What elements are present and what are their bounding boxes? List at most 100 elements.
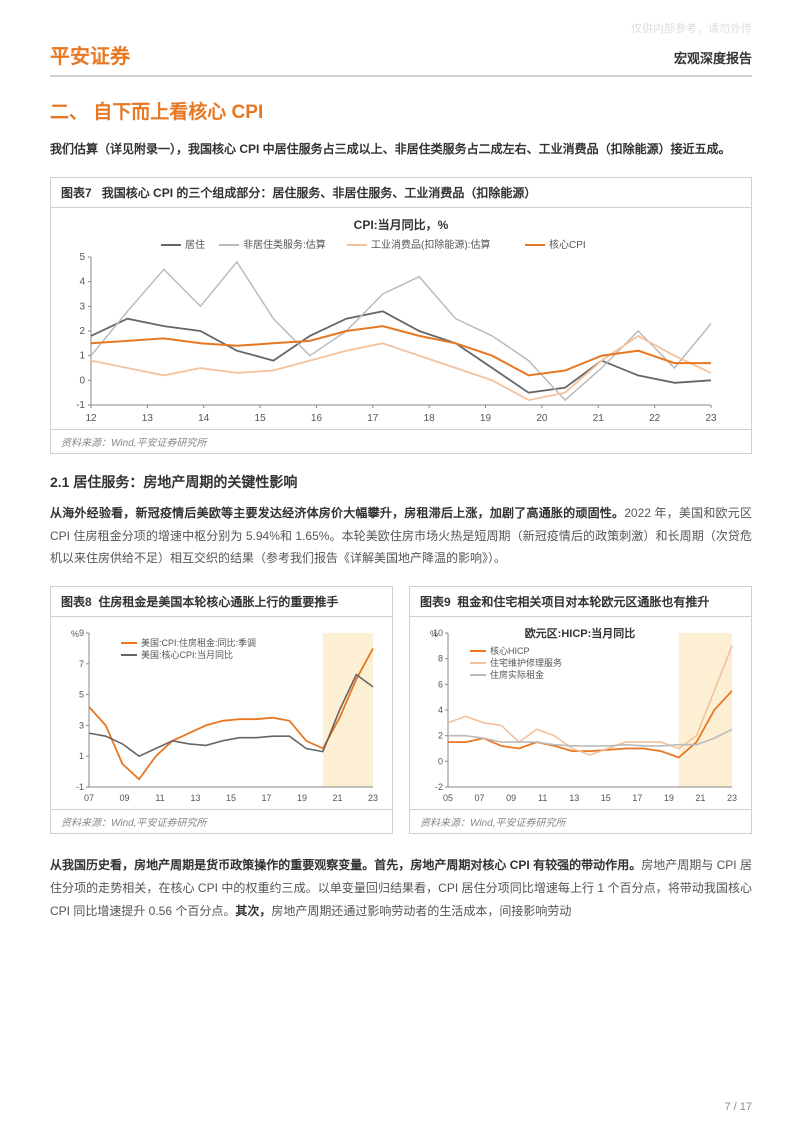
- page-number: 7 / 17: [724, 1101, 752, 1113]
- chart8-col: 图表8 住房租金是美国本轮核心通胀上行的重要推手 -113579%0709111…: [50, 586, 393, 838]
- svg-text:23: 23: [727, 793, 737, 803]
- svg-text:12: 12: [85, 413, 97, 424]
- chart7-header: 图表7 我国核心 CPI 的三个组成部分：居住服务、非居住服务、工业消费品（扣除…: [51, 178, 751, 208]
- svg-text:住房实际租金: 住房实际租金: [490, 669, 544, 680]
- chart9-svg: -20246810%05070911131517192123核心HICP住宅维护…: [420, 625, 740, 805]
- section-title: 二、 自下而上看核心 CPI: [50, 97, 752, 124]
- svg-text:15: 15: [255, 413, 267, 424]
- svg-text:16: 16: [311, 413, 323, 424]
- svg-text:3: 3: [79, 721, 84, 731]
- svg-text:欧元区:HICP:当月同比: 欧元区:HICP:当月同比: [525, 626, 636, 640]
- svg-text:7: 7: [79, 659, 84, 669]
- svg-text:21: 21: [593, 413, 605, 424]
- subsection-2-1: 2.1 居住服务：房地产周期的关键性影响: [50, 472, 752, 492]
- svg-text:-2: -2: [435, 782, 443, 792]
- document-type: 宏观深度报告: [674, 48, 752, 67]
- para-2-1-bold: 从海外经验看，新冠疫情后美欧等主要发达经济体房价大幅攀升，房租滞后上涨，加剧了高…: [50, 506, 624, 520]
- svg-text:%: %: [430, 629, 438, 639]
- para-final-bold1: 从我国历史看，房地产周期是货币政策操作的重要观察变量。首先，房地产周期对核心 C…: [50, 858, 641, 872]
- chart9-title: 租金和住宅相关项目对本轮欧元区通胀也有推升: [457, 595, 709, 609]
- svg-text:11: 11: [155, 793, 164, 803]
- svg-text:19: 19: [664, 793, 674, 803]
- svg-text:22: 22: [649, 413, 661, 424]
- para-2-1: 从海外经验看，新冠疫情后美欧等主要发达经济体房价大幅攀升，房租滞后上涨，加剧了高…: [50, 502, 752, 570]
- svg-text:09: 09: [506, 793, 516, 803]
- svg-text:美国:CPI:住房租金:同比:季调: 美国:CPI:住房租金:同比:季调: [141, 637, 256, 648]
- svg-text:14: 14: [198, 413, 210, 424]
- svg-text:3: 3: [79, 301, 85, 312]
- chart7-source: 资料来源：Wind,平安证券研究所: [51, 429, 751, 453]
- svg-text:4: 4: [79, 276, 85, 287]
- svg-text:2: 2: [438, 731, 443, 741]
- svg-text:13: 13: [569, 793, 579, 803]
- svg-text:核心HICP: 核心HICP: [490, 645, 530, 656]
- chart9-body: -20246810%05070911131517192123核心HICP住宅维护…: [410, 617, 751, 809]
- svg-text:21: 21: [695, 793, 705, 803]
- svg-text:9: 9: [79, 628, 84, 638]
- svg-text:05: 05: [443, 793, 453, 803]
- chart8-header: 图表8 住房租金是美国本轮核心通胀上行的重要推手: [51, 587, 392, 617]
- chart-row-8-9: 图表8 住房租金是美国本轮核心通胀上行的重要推手 -113579%0709111…: [50, 586, 752, 838]
- svg-text:20: 20: [536, 413, 548, 424]
- svg-text:6: 6: [438, 680, 443, 690]
- svg-text:15: 15: [601, 793, 611, 803]
- svg-text:07: 07: [475, 793, 485, 803]
- chart7-label: 图表7: [61, 186, 92, 200]
- svg-text:19: 19: [480, 413, 492, 424]
- svg-text:5: 5: [79, 690, 84, 700]
- svg-text:23: 23: [368, 793, 378, 803]
- svg-text:11: 11: [538, 793, 547, 803]
- chart7-inner-title: CPI:当月同比，%: [61, 216, 741, 233]
- brand-logo-text: 平安证券: [50, 40, 130, 69]
- chart7-title: 我国核心 CPI 的三个组成部分：居住服务、非居住服务、工业消费品（扣除能源）: [102, 186, 537, 200]
- svg-text:-1: -1: [76, 782, 84, 792]
- chart8-frame: 图表8 住房租金是美国本轮核心通胀上行的重要推手 -113579%0709111…: [50, 586, 393, 834]
- svg-text:23: 23: [705, 413, 717, 424]
- svg-text:21: 21: [332, 793, 342, 803]
- svg-text:住宅维护修理服务: 住宅维护修理服务: [490, 657, 562, 668]
- svg-text:13: 13: [190, 793, 200, 803]
- svg-text:0: 0: [438, 757, 443, 767]
- chart9-frame: 图表9 租金和住宅相关项目对本轮欧元区通胀也有推升 -20246810%0507…: [409, 586, 752, 834]
- svg-text:1: 1: [79, 350, 85, 361]
- watermark-text: 仅供内部参考，请勿外传: [631, 20, 752, 36]
- svg-text:%: %: [71, 629, 79, 639]
- svg-text:美国:核心CPI:当月同比: 美国:核心CPI:当月同比: [141, 649, 233, 660]
- svg-text:18: 18: [424, 413, 436, 424]
- svg-text:13: 13: [142, 413, 154, 424]
- svg-text:4: 4: [438, 705, 443, 715]
- svg-text:工业消费品(扣除能源):估算: 工业消费品(扣除能源):估算: [371, 238, 490, 251]
- svg-text:5: 5: [79, 252, 85, 263]
- para-final-rest2: 房地产周期还通过影响劳动者的生活成本，间接影响劳动: [271, 904, 571, 918]
- chart7-svg: -1012345121314151617181920212223居住非居住类服务…: [61, 235, 721, 425]
- svg-text:17: 17: [632, 793, 642, 803]
- chart8-svg: -113579%070911131517192123美国:CPI:住房租金:同比…: [61, 625, 381, 805]
- svg-text:17: 17: [261, 793, 271, 803]
- chart9-col: 图表9 租金和住宅相关项目对本轮欧元区通胀也有推升 -20246810%0507…: [409, 586, 752, 838]
- svg-text:-1: -1: [76, 400, 85, 411]
- svg-text:07: 07: [84, 793, 94, 803]
- chart7-body: CPI:当月同比，% -1012345121314151617181920212…: [51, 208, 751, 429]
- chart7-frame: 图表7 我国核心 CPI 的三个组成部分：居住服务、非居住服务、工业消费品（扣除…: [50, 177, 752, 454]
- chart9-header: 图表9 租金和住宅相关项目对本轮欧元区通胀也有推升: [410, 587, 751, 617]
- intro-para: 我们估算（详见附录一），我国核心 CPI 中居住服务占三成以上、非居住类服务占二…: [50, 138, 752, 161]
- svg-text:核心CPI: 核心CPI: [549, 238, 586, 251]
- intro-bold: 我们估算（详见附录一），我国核心 CPI 中居住服务占三成以上、非居住类服务占二…: [50, 142, 731, 156]
- svg-text:1: 1: [79, 751, 84, 761]
- chart9-source: 资料来源：Wind,平安证券研究所: [410, 809, 751, 833]
- svg-text:09: 09: [119, 793, 129, 803]
- page-header: 平安证券 宏观深度报告: [50, 40, 752, 77]
- svg-text:2: 2: [79, 326, 85, 337]
- chart9-label: 图表9: [420, 595, 451, 609]
- svg-text:19: 19: [297, 793, 307, 803]
- chart8-source: 资料来源：Wind,平安证券研究所: [51, 809, 392, 833]
- chart8-title: 住房租金是美国本轮核心通胀上行的重要推手: [98, 595, 338, 609]
- svg-text:15: 15: [226, 793, 236, 803]
- svg-text:非居住类服务:估算: 非居住类服务:估算: [243, 238, 326, 251]
- para-final: 从我国历史看，房地产周期是货币政策操作的重要观察变量。首先，房地产周期对核心 C…: [50, 854, 752, 922]
- para-final-bold2: 其次，: [235, 904, 271, 918]
- chart8-label: 图表8: [61, 595, 92, 609]
- svg-text:0: 0: [79, 375, 85, 386]
- svg-text:居住: 居住: [185, 238, 205, 251]
- svg-text:8: 8: [438, 654, 443, 664]
